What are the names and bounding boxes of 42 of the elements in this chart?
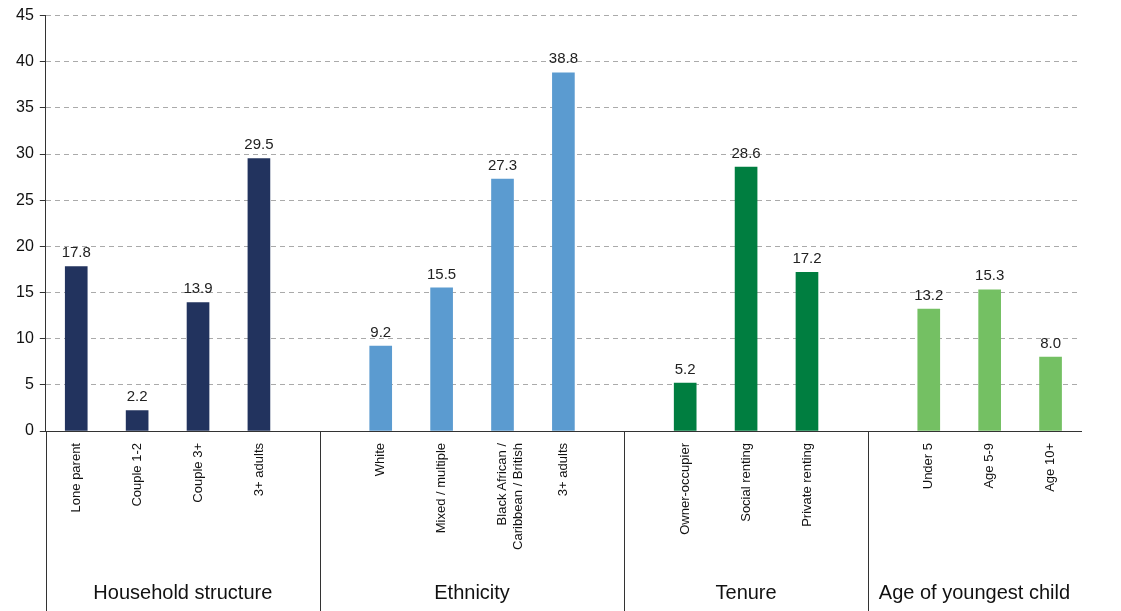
x-tick-label: Owner-occupier bbox=[676, 442, 692, 535]
data-label: 13.2 bbox=[914, 285, 944, 303]
y-tick-label: 30 bbox=[16, 144, 34, 162]
y-tick-label: 0 bbox=[24, 421, 34, 439]
data-label: 9.2 bbox=[370, 322, 392, 340]
y-tick-label: 5 bbox=[24, 375, 34, 393]
data-label: 17.2 bbox=[792, 248, 822, 266]
x-tick-label: Under 5 bbox=[920, 443, 936, 490]
x-tick-label: 3+ adults bbox=[554, 442, 570, 497]
data-label: 38.8 bbox=[548, 49, 578, 67]
text: Ethnicity bbox=[434, 581, 510, 603]
x-tick-label: Couple 1-2 bbox=[128, 443, 144, 507]
data-label: 17.8 bbox=[61, 243, 91, 261]
x-tick-label: Age 5-9 bbox=[981, 443, 997, 489]
y-tick-label: 15 bbox=[16, 282, 34, 300]
data-label: 8.0 bbox=[1040, 333, 1061, 351]
data-label: 2.2 bbox=[126, 387, 148, 405]
x-tick-label: Age 10+ bbox=[1042, 443, 1058, 492]
x-tick-label: White bbox=[372, 443, 388, 477]
x-tick-label: Couple 3+ bbox=[189, 443, 205, 503]
x-tick-label: Lone parent bbox=[67, 442, 83, 513]
x-tick-label: Mixed / multiple bbox=[433, 443, 449, 534]
data-label: 13.9 bbox=[183, 279, 213, 297]
data-label: 27.3 bbox=[487, 155, 518, 173]
data-label: 15.5 bbox=[427, 264, 457, 282]
y-tick-label: 35 bbox=[16, 98, 34, 116]
text: Tenure bbox=[715, 581, 777, 603]
data-label: 15.3 bbox=[975, 266, 1005, 284]
y-tick-label: 25 bbox=[16, 190, 34, 208]
data-label: 29.5 bbox=[244, 135, 274, 153]
y-tick-label: 20 bbox=[16, 236, 34, 254]
text: Age of youngest child bbox=[878, 581, 1071, 603]
y-tick-label: 40 bbox=[16, 52, 34, 70]
x-tick-label: Private renting bbox=[798, 443, 814, 527]
data-label: 5.2 bbox=[674, 359, 696, 377]
data-label: 28.6 bbox=[731, 143, 761, 161]
text: Household structure bbox=[93, 581, 273, 603]
x-tick-label: Social renting bbox=[737, 443, 753, 522]
x-tick-label: 3+ adults bbox=[250, 442, 266, 497]
x-tick-label: Black African / Caribbean / British bbox=[494, 442, 525, 550]
y-tick-label: 10 bbox=[16, 329, 34, 347]
y-tick-label: 45 bbox=[16, 6, 34, 24]
